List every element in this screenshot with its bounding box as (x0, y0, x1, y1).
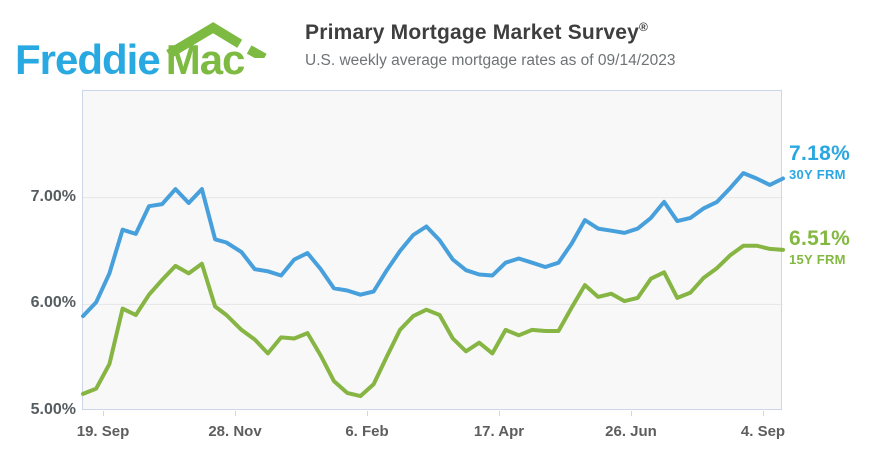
roof-icon (166, 22, 267, 58)
y-axis-label: 7.00% (30, 188, 76, 205)
freddie-mac-logo: Freddie Mac (15, 14, 295, 84)
series-label-15y: 6.51% 15Y FRM (789, 228, 850, 266)
x-axis-label: 6. Feb (345, 423, 389, 440)
rate-value-15y: 6.51% (789, 227, 851, 250)
y-axis-label: 5.00% (30, 401, 76, 418)
x-axis-label: 28. Nov (208, 423, 262, 440)
30y-frm-line[interactable] (81, 171, 785, 319)
rate-value-30y: 7.18% (789, 142, 851, 165)
series-label-30y: 7.18% 30Y FRM (789, 143, 850, 181)
logo-wordmark: Freddie Mac (15, 36, 246, 84)
header-titles: Primary Mortgage Market Survey® U.S. wee… (305, 20, 676, 70)
series-name-15y: 15Y FRM (789, 252, 846, 267)
x-axis-label: 17. Apr (473, 423, 525, 440)
chart-plot-area[interactable] (81, 90, 785, 411)
series-name-30y: 30Y FRM (789, 167, 846, 182)
x-axis-tick (631, 411, 632, 416)
x-axis-tick (367, 411, 368, 416)
page-title: Primary Mortgage Market Survey® (305, 20, 676, 45)
x-axis-tick (103, 411, 104, 416)
x-axis-label: 4. Sep (740, 423, 786, 440)
x-axis-tick (499, 411, 500, 416)
x-axis-tick (235, 411, 236, 416)
logo-mac-text: Mac (165, 36, 246, 83)
15y-frm-line[interactable] (81, 243, 785, 399)
logo-freddie-text: Freddie (15, 36, 161, 83)
registered-mark: ® (638, 20, 649, 34)
x-axis-tick (763, 411, 764, 416)
x-axis-label: 26. Jun (605, 423, 657, 440)
title-text: Primary Mortgage Market Survey (305, 21, 639, 44)
page-subtitle: U.S. weekly average mortgage rates as of… (305, 52, 676, 69)
rates-line-chart[interactable] (81, 91, 785, 411)
y-axis-label: 6.00% (30, 294, 76, 311)
x-axis-label: 19. Sep (76, 423, 130, 440)
